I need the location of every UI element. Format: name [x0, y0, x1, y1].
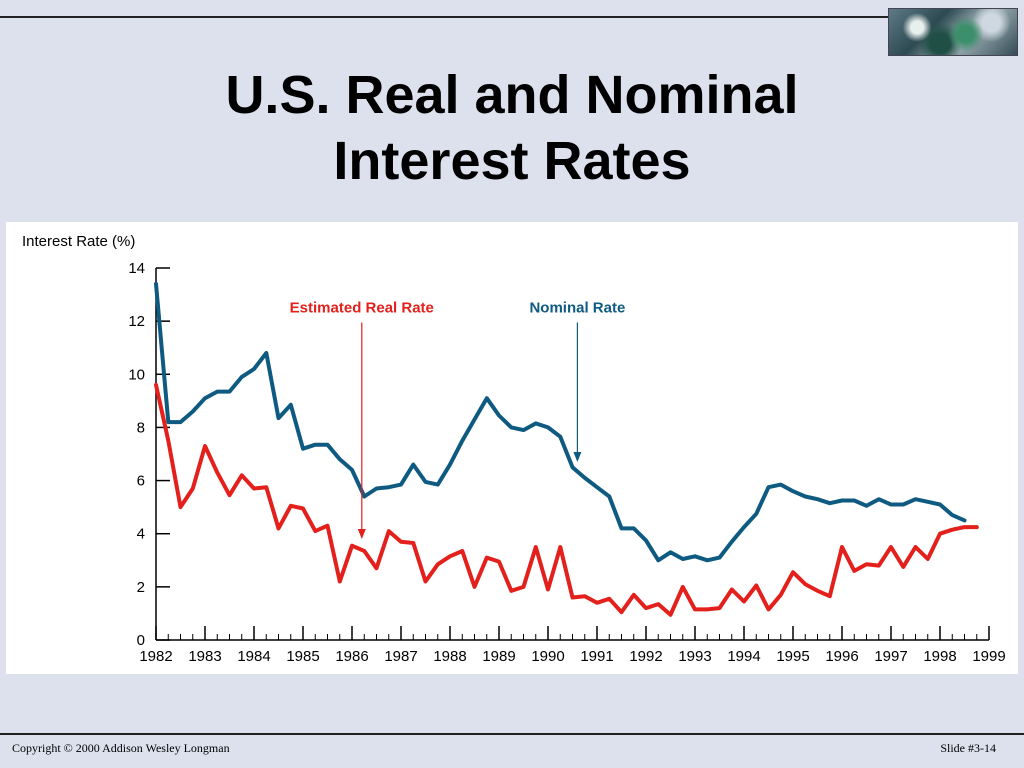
annotation-arrow-head — [357, 529, 366, 540]
x-tick-label: 1990 — [531, 648, 564, 665]
x-tick-label: 1984 — [237, 648, 270, 665]
x-tick-label: 1983 — [188, 648, 221, 665]
top-rule — [0, 16, 888, 18]
y-tick-label: 12 — [128, 313, 145, 330]
x-tick-label: 1987 — [384, 648, 417, 665]
series-nominal-rate — [154, 281, 967, 563]
title-line-1: U.S. Real and Nominal — [225, 65, 799, 125]
bottom-rule — [0, 733, 1024, 735]
x-tick-label: 1994 — [727, 648, 760, 665]
x-tick-label: 1997 — [874, 648, 907, 665]
y-tick-label: 0 — [137, 632, 145, 649]
y-tick-label: 10 — [128, 366, 145, 383]
x-tick-label: 1999 — [972, 648, 1005, 665]
logo-image — [888, 8, 1018, 56]
y-tick-label: 4 — [137, 526, 145, 543]
x-tick-label: 1985 — [286, 648, 319, 665]
x-tick-label: 1993 — [678, 648, 711, 665]
x-tick-label: 1991 — [580, 648, 613, 665]
x-tick-label: 1996 — [825, 648, 858, 665]
copyright-text: Copyright © 2000 Addison Wesley Longman — [12, 741, 230, 755]
x-tick-label: 1995 — [776, 648, 809, 665]
chart-panel: Interest Rate (%) 0 2 4 6 8 10 12 14 1982 1983 1984… — [6, 222, 1018, 674]
y-axis-label: Interest Rate (%) — [22, 233, 135, 250]
title-line-2: Interest Rates — [333, 131, 691, 191]
x-tick-label: 1982 — [139, 648, 172, 665]
x-tick-label: 1992 — [629, 648, 662, 665]
y-tick-label: 14 — [128, 260, 145, 277]
series-line — [154, 281, 967, 563]
slide-number: Slide #3-14 — [940, 741, 996, 755]
annotation-arrow-head — [573, 451, 582, 462]
x-tick-label: 1998 — [923, 648, 956, 665]
series-real-rate — [154, 382, 979, 617]
x-tick-label: 1988 — [433, 648, 466, 665]
x-tick-label: 1989 — [482, 648, 515, 665]
y-tick-label: 8 — [137, 419, 145, 436]
y-tick-label: 6 — [137, 473, 145, 490]
x-tick-label: 1986 — [335, 648, 368, 665]
y-tick-label: 2 — [137, 579, 145, 596]
interest-rate-chart: Interest Rate (%) 0 2 4 6 8 10 12 14 1982 1983 1984… — [22, 233, 1006, 665]
series-line — [154, 382, 979, 617]
page-title: U.S. Real and Nominal Interest Rates — [0, 62, 1024, 194]
series-label: Estimated Real Rate — [290, 299, 434, 316]
series-label: Nominal Rate — [529, 299, 625, 316]
